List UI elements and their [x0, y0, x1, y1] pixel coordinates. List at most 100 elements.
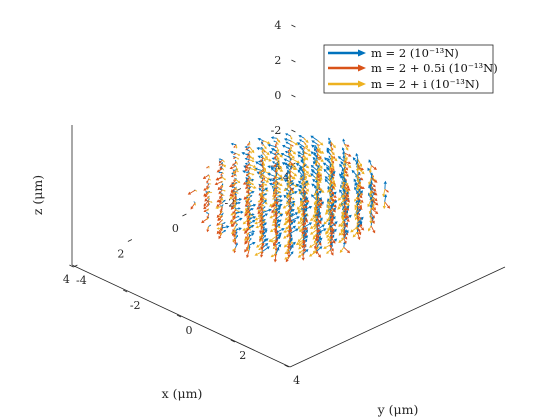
- arrow-shaft: [273, 218, 277, 222]
- arrow-head: [251, 149, 255, 154]
- arrow-shaft: [218, 227, 222, 229]
- arrow-head: [242, 227, 246, 231]
- arrow-shaft: [248, 187, 251, 190]
- arrow-head: [244, 249, 248, 253]
- arrow-head: [343, 210, 347, 214]
- arrow-shaft: [262, 182, 264, 186]
- arrow-shaft: [221, 183, 224, 186]
- arrow-shaft: [368, 199, 372, 205]
- arrow-head: [301, 257, 305, 261]
- arrow-head: [209, 191, 211, 192]
- arrow-head: [236, 189, 238, 192]
- arrow-head: [269, 151, 273, 155]
- arrow-shaft: [342, 149, 345, 154]
- arrow-head: [276, 162, 279, 166]
- arrow-shaft: [257, 216, 263, 220]
- arrow-head: [304, 229, 308, 233]
- arrow-head: [271, 223, 274, 226]
- arrow-head: [240, 210, 244, 214]
- arrow-shaft: [222, 177, 225, 180]
- arrow-head: [249, 156, 252, 159]
- arrow-head: [318, 205, 322, 209]
- arrow-shaft: [247, 245, 250, 248]
- y-tick: [230, 339, 235, 343]
- arrow-head: [316, 229, 320, 233]
- arrow-shaft: [340, 238, 345, 242]
- arrow-shaft: [328, 159, 332, 164]
- arrow-shaft: [315, 190, 318, 195]
- arrow-head: [276, 149, 280, 152]
- arrow-head: [338, 239, 342, 243]
- arrow-head: [342, 155, 346, 158]
- arrow-shaft: [370, 193, 374, 200]
- arrow-head: [374, 179, 378, 183]
- arrow-shaft: [370, 201, 374, 209]
- arrow-shaft: [270, 236, 277, 241]
- arrow-head: [351, 169, 355, 174]
- arrow-head: [309, 244, 313, 248]
- arrow-shaft: [357, 192, 362, 198]
- arrow-head: [234, 236, 236, 238]
- arrow-head: [382, 205, 386, 210]
- arrow-head: [251, 224, 255, 228]
- arrow-shaft: [317, 157, 322, 161]
- arrow-head: [343, 208, 347, 212]
- arrow-shaft: [300, 244, 304, 248]
- arrow-shaft: [343, 232, 348, 239]
- arrow-shaft: [208, 203, 210, 206]
- arrow-head: [339, 189, 343, 193]
- arrow-shaft: [287, 190, 291, 196]
- arrow-head: [272, 185, 276, 188]
- arrow-head: [368, 170, 372, 174]
- arrow-head: [289, 220, 293, 224]
- arrow-head: [279, 199, 283, 203]
- arrow-head: [247, 170, 249, 172]
- arrow-head: [344, 215, 347, 220]
- arrow-head: [332, 223, 336, 227]
- arrow-head: [316, 170, 319, 173]
- arrow-head: [264, 243, 269, 247]
- arrow-head: [261, 186, 263, 187]
- arrow-shaft: [343, 186, 349, 190]
- arrow-head: [333, 200, 338, 204]
- arrow-head: [244, 210, 248, 214]
- arrow-head: [234, 179, 236, 181]
- arrow-head: [272, 161, 275, 164]
- arrow-shaft: [249, 181, 253, 185]
- legend: m = 2 (10⁻¹³N) m = 2 + 0.5i (10⁻¹³N) m =…: [323, 44, 498, 94]
- arrow-shaft: [249, 184, 251, 186]
- arrow-head: [207, 204, 209, 206]
- arrow-head: [263, 171, 265, 174]
- arrow-shaft: [262, 233, 265, 236]
- arrow-shaft: [312, 229, 317, 234]
- arrow-shaft: [300, 147, 305, 152]
- arrow-shaft: [207, 217, 209, 220]
- arrow-head: [277, 187, 279, 189]
- arrow-shaft: [303, 146, 309, 151]
- arrow-head: [352, 157, 356, 161]
- arrow-shaft: [316, 166, 319, 170]
- arrow-head: [357, 229, 361, 232]
- arrow-shaft: [275, 146, 278, 148]
- arrow-shaft: [312, 166, 318, 171]
- arrow-head: [323, 221, 327, 225]
- arrow-head: [328, 140, 332, 144]
- arrow-shaft: [261, 251, 263, 256]
- arrow-head: [218, 171, 221, 174]
- arrow-head: [308, 174, 312, 177]
- arrow-head: [290, 196, 292, 199]
- arrow-head: [319, 217, 323, 221]
- arrow-head: [257, 155, 261, 159]
- arrow-head: [260, 247, 264, 251]
- arrow-head: [299, 177, 303, 180]
- arrow-shaft: [316, 217, 319, 222]
- arrow-head: [246, 194, 249, 198]
- arrow-shaft: [313, 141, 318, 145]
- y-tick-label: 2: [239, 349, 246, 362]
- arrow-field: [187, 133, 391, 263]
- arrow-head: [261, 150, 264, 154]
- arrow-head: [300, 159, 304, 163]
- arrow-head: [263, 159, 266, 162]
- arrow-head: [272, 181, 275, 184]
- arrow-shaft: [232, 165, 237, 169]
